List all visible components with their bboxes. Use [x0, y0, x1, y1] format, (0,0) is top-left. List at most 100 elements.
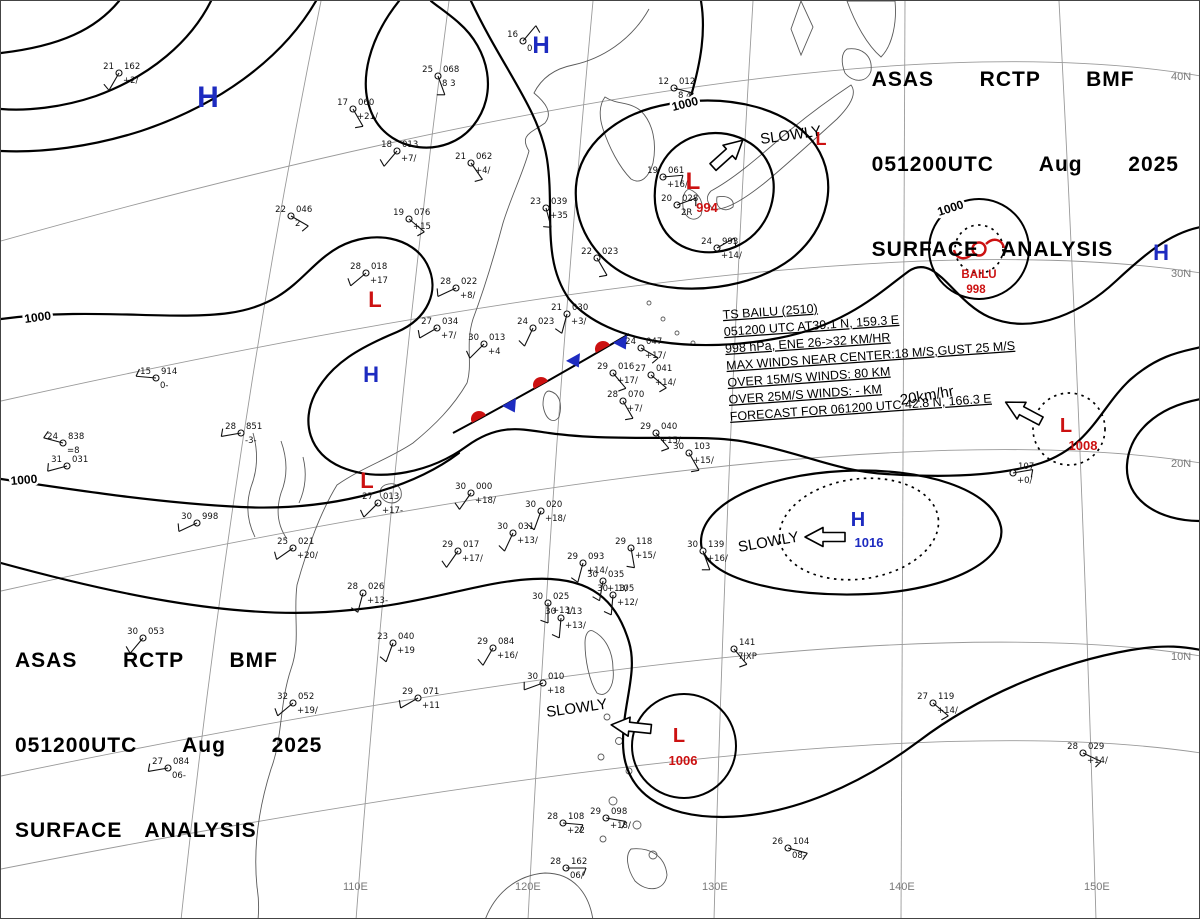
station-plot: 28 022 +8/	[436, 277, 477, 301]
wind-barb-icon	[716, 237, 735, 249]
station-extra: +4	[488, 347, 501, 357]
wind-barb-icon	[605, 817, 626, 823]
wind-barb-feather-icon	[436, 288, 439, 297]
isobar-value-label: 1000	[670, 94, 700, 114]
station-plot: 29 084 +16/	[477, 637, 518, 666]
station-pressure: 993	[722, 237, 738, 247]
movement-annotation: SLOWLY	[759, 123, 822, 148]
wind-barb-feather-icon	[43, 430, 49, 439]
station-extra: +19/	[297, 706, 318, 716]
station-pressure: 028	[682, 194, 698, 204]
front-semicircle	[533, 377, 548, 389]
wind-barb-icon	[136, 375, 157, 379]
wind-barb-feather-icon	[625, 417, 634, 421]
wind-barb-icon	[350, 272, 367, 287]
wind-barb-feather-icon	[135, 368, 140, 377]
station-extra: +8/	[460, 291, 476, 301]
station-temp: 19	[393, 208, 404, 218]
station-pressure: 838	[68, 432, 84, 442]
station-pressure: 084	[173, 757, 189, 767]
wind-barb-feather-icon	[661, 447, 670, 452]
station-extra: +15/	[660, 436, 681, 446]
station-plot: 29 118 +15/	[615, 537, 656, 569]
station-temp: 24	[701, 237, 712, 247]
high-pressure-center: H	[532, 32, 549, 59]
station-plot: 141 7JXP	[730, 638, 757, 668]
station-pressure: 093	[588, 552, 604, 562]
grid-label: 20N	[1171, 458, 1191, 470]
station-pressure: 041	[656, 364, 672, 374]
front-triangle	[613, 335, 627, 350]
wind-barb-icon	[437, 287, 457, 297]
station-plot: 20 028 2R	[661, 194, 698, 218]
wind-barb-feather-icon	[599, 274, 608, 278]
graticule-labels: 40N 30N 20N 10N 110E 120E 130E 140E 150E	[343, 71, 1191, 893]
station-extra: 0-	[160, 381, 168, 391]
station-pressure: 162	[571, 857, 587, 867]
station-extra: +12/	[617, 598, 638, 608]
station-pressure: 107	[1018, 462, 1034, 472]
station-extra: +17/	[617, 376, 638, 386]
wind-barb-feather-icon	[659, 387, 667, 393]
station-temp: 27	[152, 757, 163, 767]
station-plot: 29 040 +15/	[640, 422, 681, 452]
station-pressure: 026	[368, 582, 384, 592]
wind-barb-icon	[702, 550, 711, 570]
pressure-letter: L	[673, 725, 685, 747]
wind-barb-icon	[598, 580, 604, 601]
station-pressure: 010	[548, 672, 564, 682]
station-plot: 31 031	[47, 455, 88, 472]
wind-barb-feather-icon	[398, 700, 402, 709]
wind-barb-icon	[419, 327, 438, 339]
station-extra: +22	[567, 826, 585, 836]
station-extra: +13/	[607, 584, 628, 594]
wind-barb-icon	[276, 547, 294, 560]
station-plot: 30 998	[177, 512, 218, 532]
station-extra: +13-	[367, 596, 388, 606]
station-temp: 30	[455, 482, 466, 492]
wind-barb-icon	[357, 592, 364, 613]
station-temp: 28	[607, 390, 618, 400]
product-name: SURFACE ANALYSIS	[15, 818, 257, 842]
station-pressure: 118	[636, 537, 652, 547]
station-pressure: 141	[739, 638, 755, 648]
station-pressure: 103	[694, 442, 710, 452]
station-extra: +18/	[475, 496, 496, 506]
pressure-letter: L	[686, 168, 701, 195]
station-temp: 28	[350, 262, 361, 272]
wind-barb-icon	[408, 218, 425, 233]
station-pressure: 052	[298, 692, 314, 702]
wind-barb-icon	[504, 532, 514, 552]
station-plot: 22 046 2	[275, 205, 312, 232]
station-plot: 30 020 +18/	[525, 500, 566, 531]
wind-barb-icon	[482, 647, 494, 666]
station-plot: 21 062 +4/	[455, 152, 492, 182]
station-pressure: 119	[938, 692, 954, 702]
wind-barb-icon	[469, 343, 485, 359]
pressure-value: 1016	[855, 535, 884, 550]
high-pressure-center: H	[363, 362, 379, 387]
wind-barb-icon	[470, 162, 483, 180]
station-pressure: 021	[298, 537, 314, 547]
station-temp: 22	[275, 205, 286, 215]
pressure-value: 1006	[669, 753, 698, 768]
wind-barb-feather-icon	[527, 524, 535, 531]
station-plot: 24 047 +17/	[625, 337, 666, 364]
pressure-value: 1008	[1069, 438, 1098, 453]
wind-barb-feather-icon	[570, 577, 579, 583]
station-pressure: 016	[618, 362, 634, 372]
grid-label: 110E	[343, 881, 368, 893]
wind-barb-feather-icon	[535, 25, 541, 33]
grid-label: 40N	[1171, 71, 1191, 83]
wind-barb-icon	[787, 847, 808, 854]
wind-barb-icon	[673, 87, 694, 94]
station-temp: 30	[497, 522, 508, 532]
station-plot: 24 023	[517, 317, 554, 347]
wind-barb-feather-icon	[1030, 469, 1034, 478]
station-plot: 17 060 +21/	[337, 98, 378, 129]
station-plot: 30 113+13/	[545, 607, 586, 639]
station-pressure: 031	[518, 522, 534, 532]
station-plot: 27 041 +14/	[635, 364, 676, 393]
station-temp: 12	[658, 77, 669, 87]
wind-barb-icon	[524, 327, 534, 347]
